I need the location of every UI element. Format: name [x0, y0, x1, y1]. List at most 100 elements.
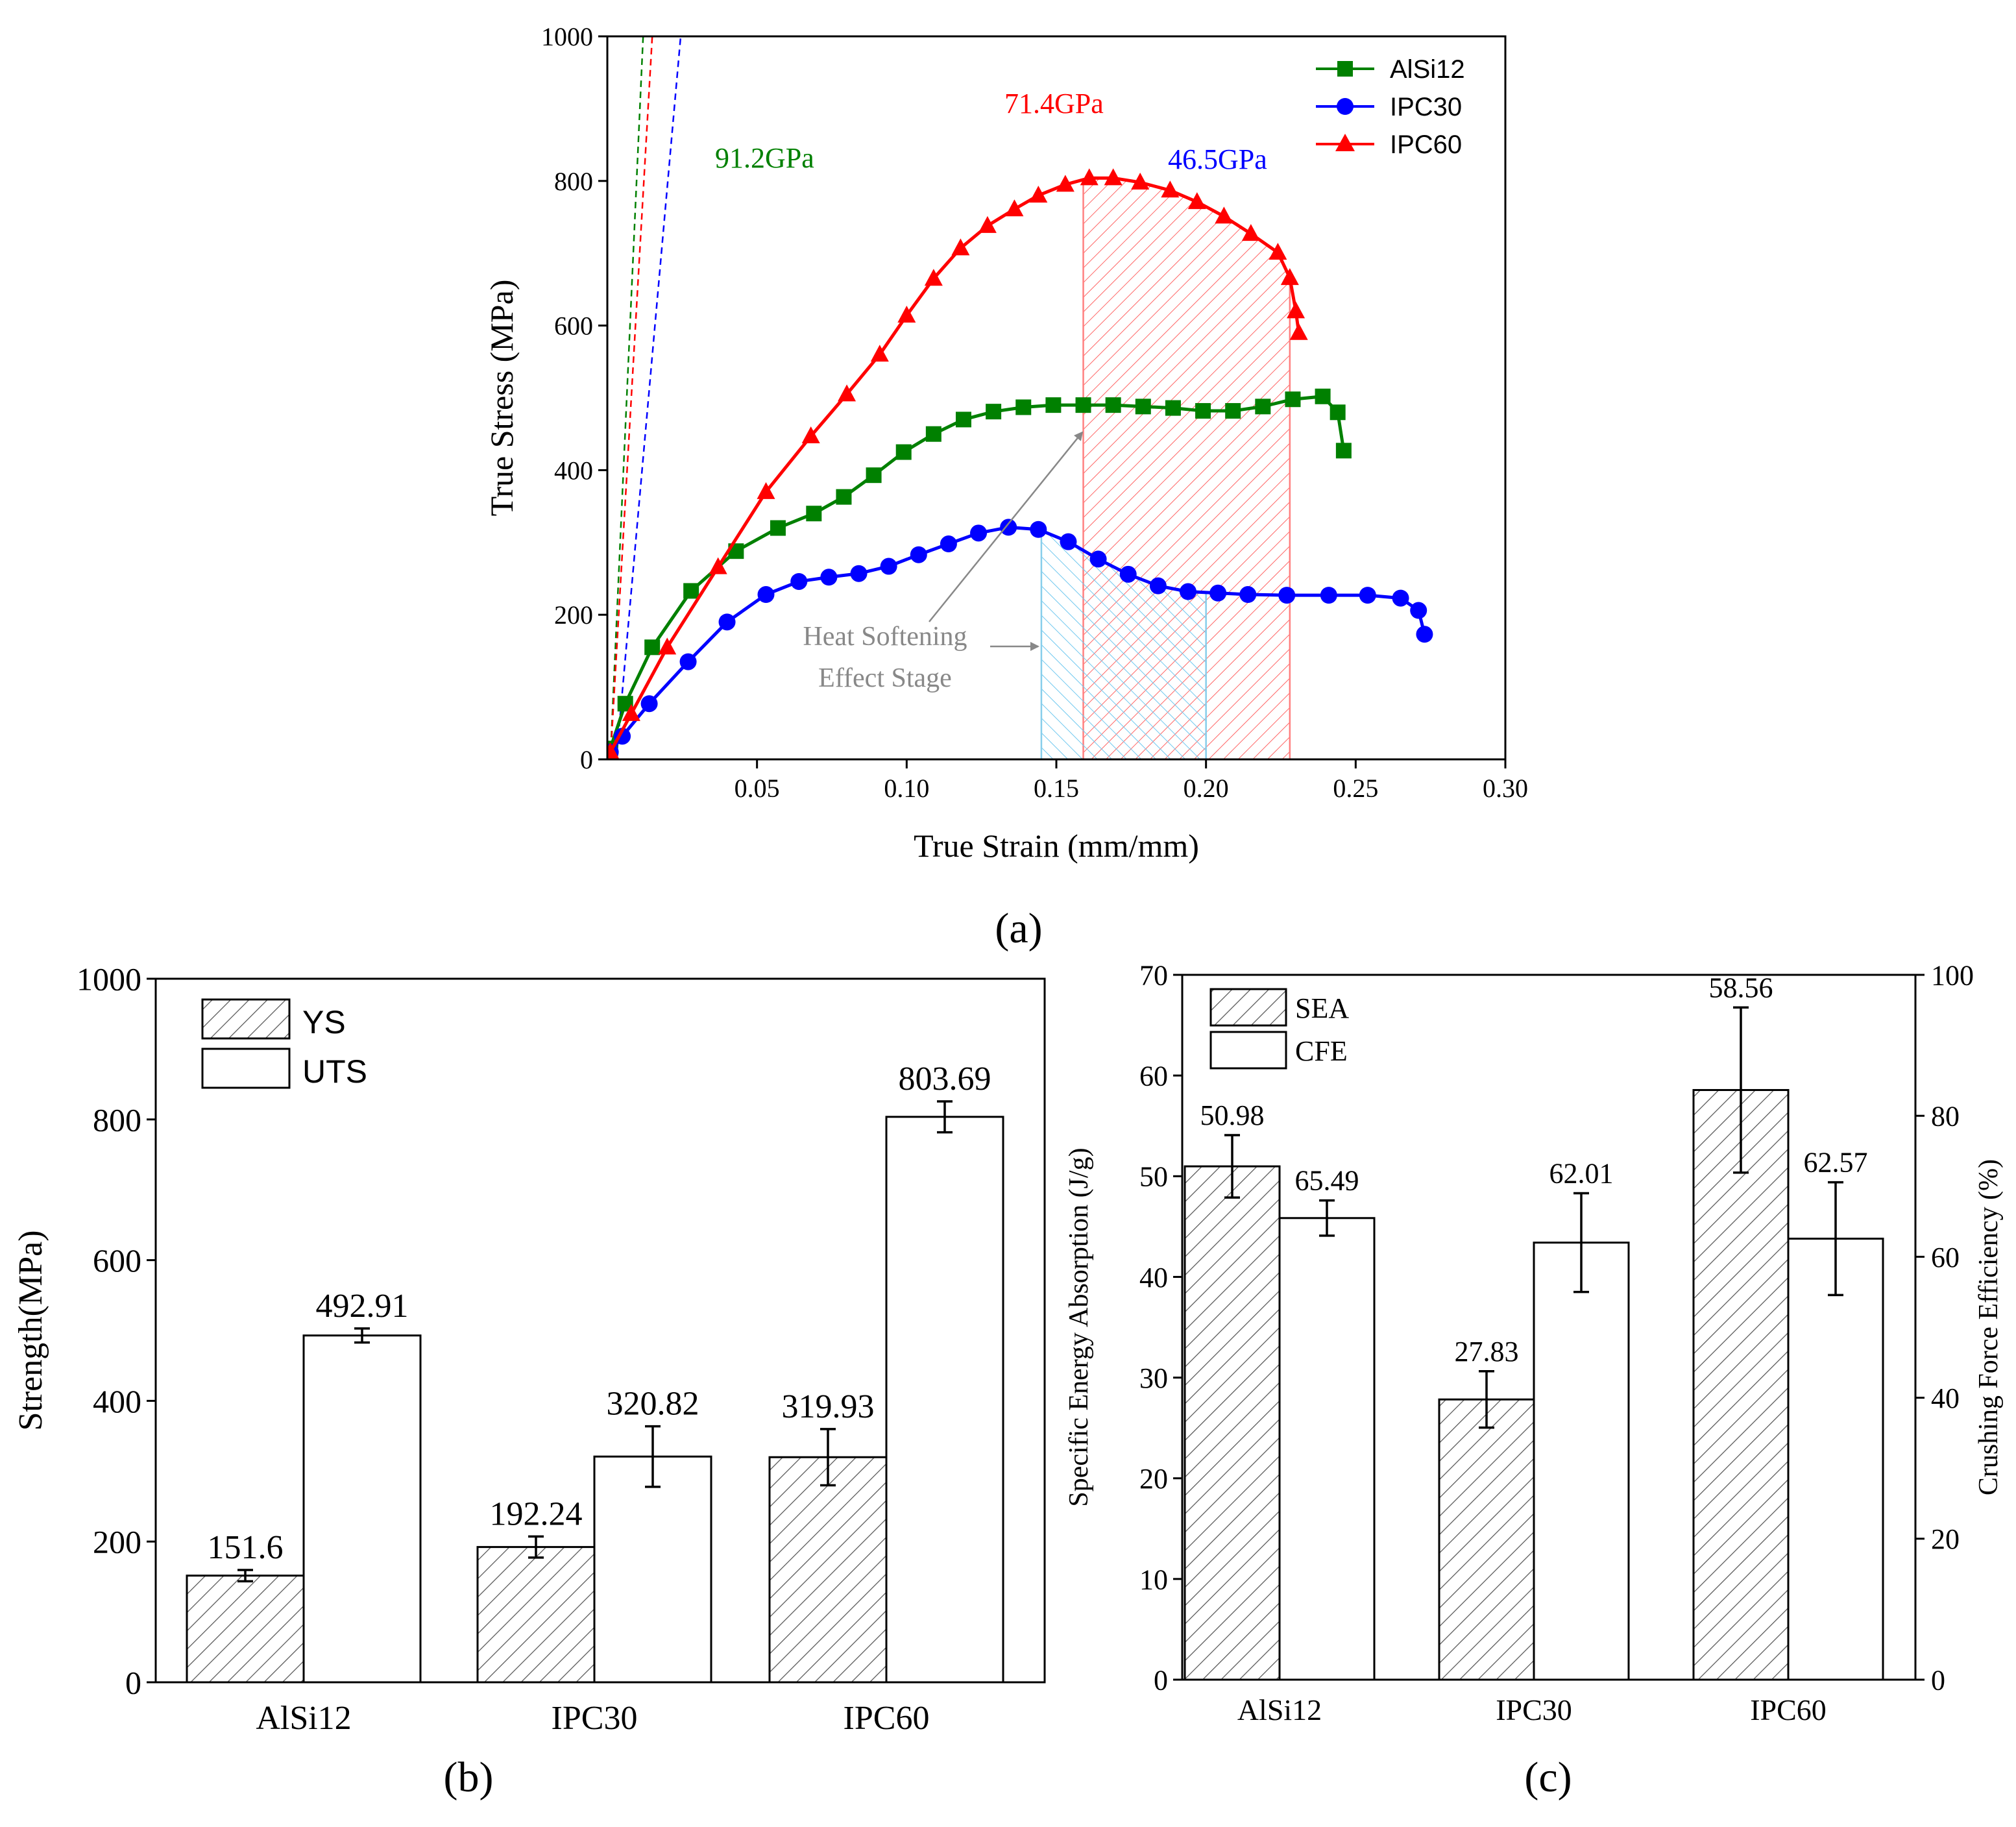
- y-axis-label-c: Specific Energy Absorption (J/g): [1064, 1147, 1094, 1506]
- point-ipc30: [757, 586, 775, 604]
- annotation-line-2: Effect Stage: [818, 663, 952, 693]
- shaded-regions: [1040, 177, 1291, 759]
- x-tick-label-a: 0.10: [884, 774, 929, 803]
- legend-label-ys: YS: [302, 1004, 346, 1040]
- bars-c: 50.98 65.49 27.83 62.01 58.56 62.57: [1184, 972, 1884, 1681]
- modulus-label-ipc60: 71.4GPa: [1004, 88, 1104, 119]
- y-tick-label: 70: [1139, 959, 1168, 991]
- point-ipc60: [924, 269, 943, 286]
- point-ipc30: [1149, 577, 1167, 595]
- category-label-ipc30: IPC30: [1496, 1693, 1572, 1726]
- point-ipc60: [1056, 175, 1075, 192]
- legend-swatch-ys: [201, 998, 291, 1040]
- point-ipc60: [607, 742, 620, 759]
- point-ipc60: [1005, 199, 1024, 217]
- point-alsi12: [1135, 399, 1151, 415]
- value-label-cfe-alsi12: 65.49: [1295, 1165, 1359, 1197]
- legend-label-uts: UTS: [302, 1053, 367, 1090]
- value-label-sea-ipc30: 27.83: [1455, 1336, 1519, 1367]
- x-tick-label-a: 0.30: [1483, 774, 1528, 803]
- y-tick-label-a: 200: [554, 600, 593, 630]
- bar-ys-ipc60: [768, 1456, 888, 1684]
- point-ipc30: [1089, 550, 1107, 568]
- series-line-ipc30: [609, 525, 1426, 754]
- y-tick-label: 20: [1139, 1463, 1168, 1495]
- point-alsi12: [1105, 397, 1121, 413]
- panel-label-b: (b): [444, 1754, 494, 1801]
- point-ipc30: [1030, 521, 1047, 538]
- bar-uts-alsi12: [302, 1334, 422, 1684]
- point-alsi12: [683, 583, 699, 599]
- y-tick-label: 60: [1139, 1061, 1168, 1092]
- bar-uts-ipc30: [593, 1455, 712, 1684]
- bar-ys-alsi12: [186, 1575, 305, 1684]
- legend-label-ipc30: IPC30: [1390, 93, 1462, 121]
- y-tick-label: 600: [93, 1242, 141, 1279]
- y-tick-label: 10: [1139, 1563, 1168, 1595]
- legend-swatch-uts: [201, 1048, 291, 1089]
- y-tick-label: 400: [93, 1383, 141, 1419]
- panel-c-bar-chart: 50.98 65.49 27.83 62.01 58.56 62.57 AlSi12 IPC…: [1064, 959, 2004, 1801]
- point-ipc30: [718, 613, 736, 631]
- value-label-ys-ipc30: 192.24: [490, 1495, 583, 1532]
- modulus-label-ipc30: 46.5GPa: [1168, 143, 1267, 175]
- y-tick-label: 0: [125, 1665, 141, 1701]
- point-alsi12: [1015, 399, 1032, 415]
- point-ipc60: [1280, 268, 1299, 286]
- panel-label-a: (a): [995, 905, 1042, 952]
- y-tick-label: 30: [1139, 1362, 1168, 1394]
- series-alsi12: [607, 388, 1352, 757]
- legend-label-ipc60: IPC60: [1390, 130, 1462, 159]
- point-alsi12: [1045, 397, 1062, 413]
- point-ipc60: [870, 345, 889, 362]
- point-alsi12: [836, 489, 852, 505]
- point-alsi12: [1335, 443, 1352, 459]
- point-ipc60: [897, 306, 916, 323]
- panel-a-line-chart: 0.05 0.10 0.15 0.20 0.25 0.30 0 200 400 600 800 100…: [483, 22, 1528, 952]
- series-group: [607, 168, 1433, 759]
- legend-c: SEA CFE: [1209, 988, 1349, 1070]
- point-alsi12: [644, 639, 661, 656]
- point-ipc60: [658, 637, 677, 655]
- y-tick-label-a: 400: [554, 456, 593, 485]
- value-label-uts-ipc60: 803.69: [899, 1061, 991, 1097]
- point-alsi12: [925, 426, 941, 442]
- modulus-line-0: [609, 36, 644, 759]
- axis-ticks-a: 0.05 0.10 0.15 0.20 0.25 0.30 0 200 400 600 800 100…: [541, 22, 1528, 803]
- category-label-ipc60: IPC60: [1750, 1693, 1827, 1726]
- y-tick-label-a: 800: [554, 167, 593, 196]
- bar-cfe-alsi12: [1278, 1217, 1376, 1681]
- y-tick-label: 40: [1139, 1262, 1168, 1294]
- bars-b: 151.6 492.91 192.24 320.82 319.93 803.69: [186, 1061, 1004, 1684]
- point-alsi12: [1315, 388, 1331, 404]
- legend-marker-ipc60: [1335, 134, 1355, 151]
- point-ipc30: [1359, 587, 1376, 604]
- point-alsi12: [1255, 399, 1271, 415]
- point-alsi12: [866, 467, 882, 484]
- y-tick-label-right: 40: [1931, 1382, 1960, 1414]
- point-alsi12: [1195, 403, 1211, 419]
- value-label-uts-alsi12: 492.91: [316, 1288, 409, 1325]
- legend-label-alsi12: AlSi12: [1390, 55, 1465, 84]
- point-ipc30: [679, 653, 697, 670]
- y-tick-label-right: 60: [1931, 1242, 1960, 1273]
- legend-marker-ipc30: [1337, 98, 1354, 115]
- point-ipc60: [757, 482, 775, 499]
- plot-frame-b: [154, 977, 1046, 1684]
- point-ipc60: [1131, 173, 1150, 190]
- point-ipc30: [1179, 583, 1196, 600]
- y-tick-label-a: 1000: [541, 22, 593, 51]
- category-label-alsi12: AlSi12: [256, 1700, 351, 1737]
- bar-cfe-ipc30: [1533, 1242, 1630, 1681]
- point-ipc30: [1278, 587, 1296, 604]
- y-axis-label-right-c: Crushing Force Efficiency (%): [1974, 1159, 2004, 1495]
- point-ipc60: [1029, 186, 1048, 203]
- point-ipc30: [1209, 584, 1227, 602]
- y-tick-label: 200: [93, 1524, 141, 1560]
- x-tick-label-a: 0.25: [1333, 774, 1378, 803]
- y-axis-label-a: True Stress (MPa): [483, 280, 520, 517]
- plot-frame-c: [1181, 974, 1917, 1681]
- point-ipc60: [1287, 301, 1306, 319]
- legend-a: AlSi12 IPC30 IPC60: [1306, 49, 1495, 165]
- point-ipc30: [1392, 589, 1409, 607]
